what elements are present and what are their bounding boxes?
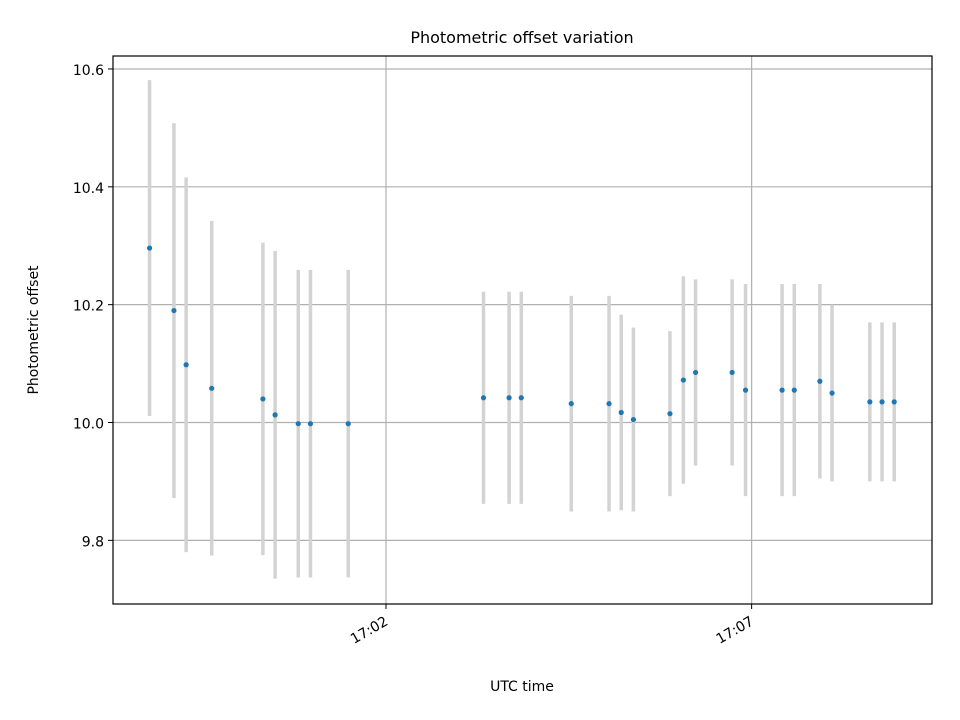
data-point (345, 421, 351, 427)
data-point (568, 401, 574, 407)
point-layer (146, 245, 897, 427)
data-point (667, 411, 673, 417)
data-point (891, 399, 897, 405)
data-point (171, 307, 177, 314)
data-point (209, 385, 215, 391)
x-axis-ticks: 17:02 17:07 (348, 604, 757, 648)
data-point (146, 245, 153, 251)
y-tick-label: 9.8 (82, 534, 104, 550)
data-point (480, 395, 487, 401)
x-tick-label: 17:07 (714, 614, 757, 648)
data-point (506, 395, 512, 401)
data-point (272, 412, 278, 418)
data-point (742, 387, 749, 393)
data-point (867, 399, 873, 405)
errorbar-layer (147, 80, 896, 579)
data-point (307, 421, 314, 427)
x-axis-label: UTC time (490, 679, 554, 695)
data-point (618, 409, 624, 416)
data-point (606, 401, 612, 407)
data-point (680, 377, 686, 383)
y-tick-label: 10.0 (73, 417, 104, 433)
chart-title: Photometric offset variation (410, 28, 633, 47)
y-tick-label: 10.6 (73, 63, 104, 79)
data-point (829, 390, 835, 396)
y-tick-label: 10.4 (73, 181, 104, 197)
data-point (729, 369, 735, 376)
plot-frame (112, 55, 933, 605)
y-tick-label: 10.2 (73, 299, 104, 315)
data-point (183, 362, 189, 368)
data-point (630, 416, 637, 423)
data-point (817, 378, 823, 384)
data-point (791, 387, 797, 393)
data-point (692, 369, 699, 376)
y-axis-label: Photometric offset (26, 265, 42, 395)
x-tick-label: 17:02 (348, 614, 391, 648)
data-point (295, 421, 301, 427)
data-point (779, 387, 785, 393)
y-axis-ticks: 9.8 10.0 10.2 10.4 10.6 (73, 63, 113, 550)
data-point (879, 399, 885, 405)
data-point (518, 395, 524, 401)
data-point (260, 396, 266, 402)
